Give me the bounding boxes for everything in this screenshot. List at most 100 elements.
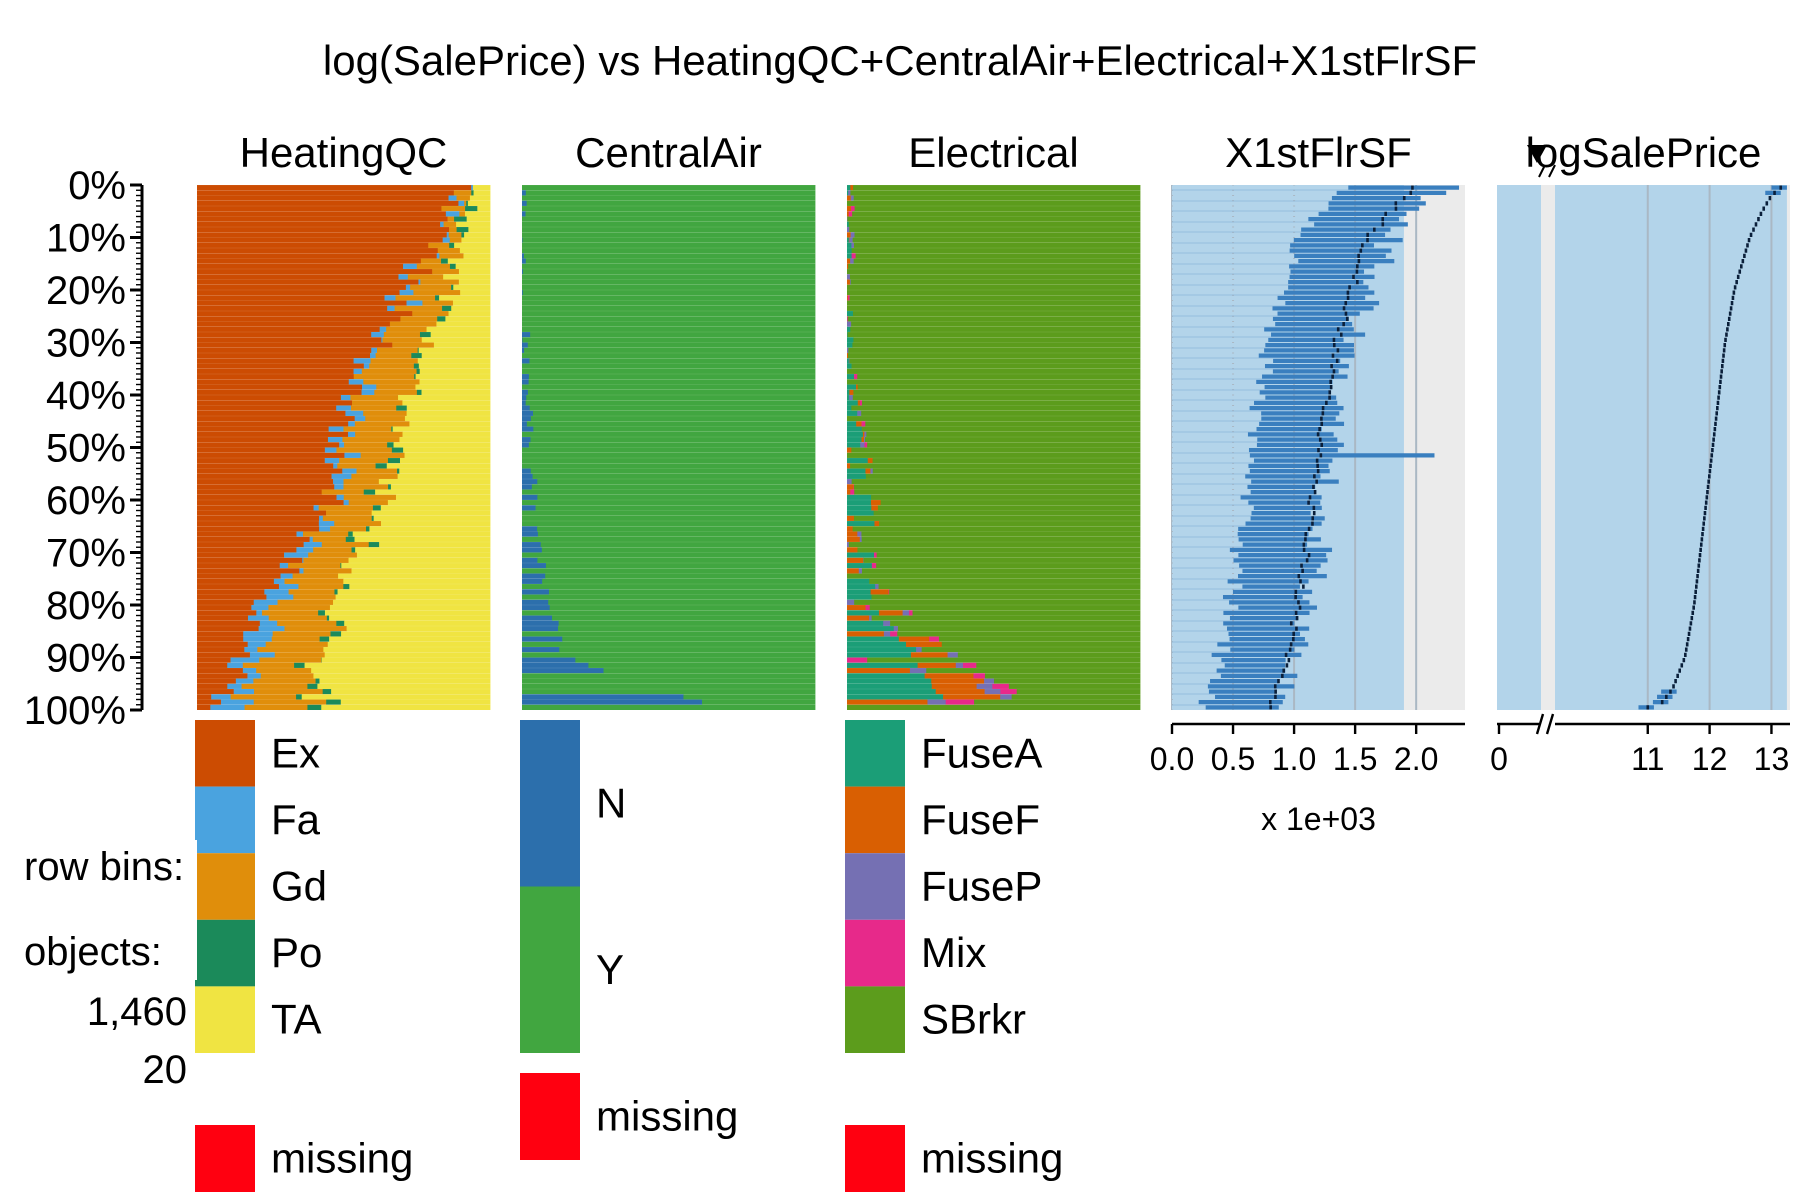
bar-segment-FuseP [955, 662, 964, 668]
bar-segment-Y [522, 568, 816, 574]
bar-segment-Gd [265, 641, 329, 647]
bar-segment-Ex [197, 678, 237, 684]
bar-segment-Ex [197, 395, 342, 401]
bar-segment-FuseA [847, 431, 864, 437]
bar-segment-Y [522, 584, 816, 590]
bar-segment-Mix [908, 610, 913, 616]
bar-segment-TA [301, 694, 491, 700]
bar-segment-FuseP [909, 668, 927, 674]
bar-segment-TA [337, 589, 491, 595]
bar-segment-Fa [379, 326, 387, 332]
bar-segment-SBrkr [879, 521, 1141, 527]
bar-segment-FuseF [878, 610, 904, 616]
bar-segment-FuseA [847, 185, 851, 191]
lower-band [1172, 421, 1260, 426]
bar-segment-TA [373, 515, 491, 521]
mean-bar [1172, 432, 1334, 437]
bar-segment-Po [366, 526, 370, 532]
bar-segment-SBrkr [897, 631, 1141, 637]
bar-segment-Fa [247, 673, 262, 679]
bar-segment-Po [449, 242, 455, 248]
bar-segment-N [522, 374, 530, 380]
lower-band [1172, 542, 1243, 547]
bar-segment-Fa [256, 610, 263, 616]
bar-segment-FuseA [847, 689, 937, 695]
y-tick-label: 50% [46, 427, 126, 471]
bar-segment-Ex [197, 379, 350, 385]
bar-segment-Fa [324, 447, 337, 453]
bar-segment-Po [449, 263, 457, 269]
bar-segment-TA [324, 610, 491, 616]
y-axis: 0% 10% 20% 30% 40% 50% 60% 70% 80% 90% 100% [24, 164, 144, 733]
bar-segment-Po [387, 458, 401, 464]
lower-band [1172, 337, 1269, 342]
bar-segment-Po [322, 689, 332, 695]
bar-segment-Po [351, 547, 356, 553]
bar-segment-Ex [197, 290, 400, 296]
bar-segment-N [522, 473, 533, 479]
bar-segment-TA [468, 227, 491, 233]
bar-segment-Y [522, 704, 816, 710]
bar-segment-TA [453, 284, 491, 290]
bar-segment-SBrkr [871, 594, 1141, 600]
bar-segment-FuseF [847, 547, 858, 553]
bar-segment-N [522, 557, 538, 563]
bar-segment-Y [588, 662, 816, 668]
bar-segment-Gd [447, 216, 455, 222]
lower-band [1172, 264, 1290, 269]
bar-segment-TA [421, 353, 491, 359]
bar-segment-FuseA [847, 410, 858, 416]
bar-segment-FuseA [847, 405, 852, 411]
bar-segment-Po [294, 662, 305, 668]
lower-band [1172, 500, 1249, 505]
bar-segment-FuseP [847, 599, 855, 605]
lower-band [1172, 332, 1272, 337]
bar-segment-Gd [242, 662, 295, 668]
bar-segment-N [522, 258, 527, 264]
bar-segment-Fa [387, 305, 396, 311]
legend-swatch-FuseA [845, 720, 905, 787]
bar-segment-TA [398, 395, 491, 401]
lower-band [1172, 295, 1278, 300]
bar-segment-Gd [350, 405, 397, 411]
lower-band [1172, 201, 1329, 206]
bar-segment-Y [683, 694, 816, 700]
lower-band [1172, 516, 1251, 521]
bar-segment-Y [533, 410, 816, 416]
bar-segment-SBrkr [872, 458, 1141, 464]
bar-segment-FuseA [847, 594, 872, 600]
bar-segment-Gd [253, 689, 324, 695]
bar-segment-Ex [197, 673, 248, 679]
legend-label: Fa [271, 796, 321, 843]
bar-segment-Ex [197, 416, 356, 422]
mean-bar [1172, 537, 1321, 542]
bar-segment-SBrkr [851, 363, 1141, 369]
bar-segment-Y [522, 321, 816, 327]
bar-segment-Gd [464, 200, 467, 206]
bar-segment-Y [530, 468, 816, 474]
bar-segment-Gd [257, 647, 324, 653]
legend-label: Gd [271, 863, 327, 910]
bar-segment-Y [575, 657, 816, 663]
bar-segment-Ex [197, 452, 345, 458]
bar-segment-TA [399, 458, 491, 464]
bar-segment-Gd [230, 694, 297, 700]
lower-band [1172, 437, 1258, 442]
bar-segment-TA [430, 332, 491, 338]
bar-segment-Gd [342, 437, 400, 443]
bar-segment-SBrkr [847, 379, 1141, 385]
bar-segment-TA [402, 431, 491, 437]
bar-segment-FuseP [857, 410, 862, 416]
bar-segment-TA [404, 416, 491, 422]
bar-segment-Gd [326, 510, 373, 516]
bar-segment-TA [304, 662, 491, 668]
bar-segment-Y [522, 316, 816, 322]
bar-segment-Y [522, 641, 816, 647]
mean-bar [1172, 616, 1299, 621]
bar-segment-Fa [353, 358, 371, 364]
bar-segment-FuseF [847, 489, 851, 495]
y-tick-label: 60% [46, 479, 126, 523]
lower-band [1172, 558, 1234, 563]
bar-segment-TA [439, 295, 491, 301]
lower-band [1172, 689, 1209, 694]
